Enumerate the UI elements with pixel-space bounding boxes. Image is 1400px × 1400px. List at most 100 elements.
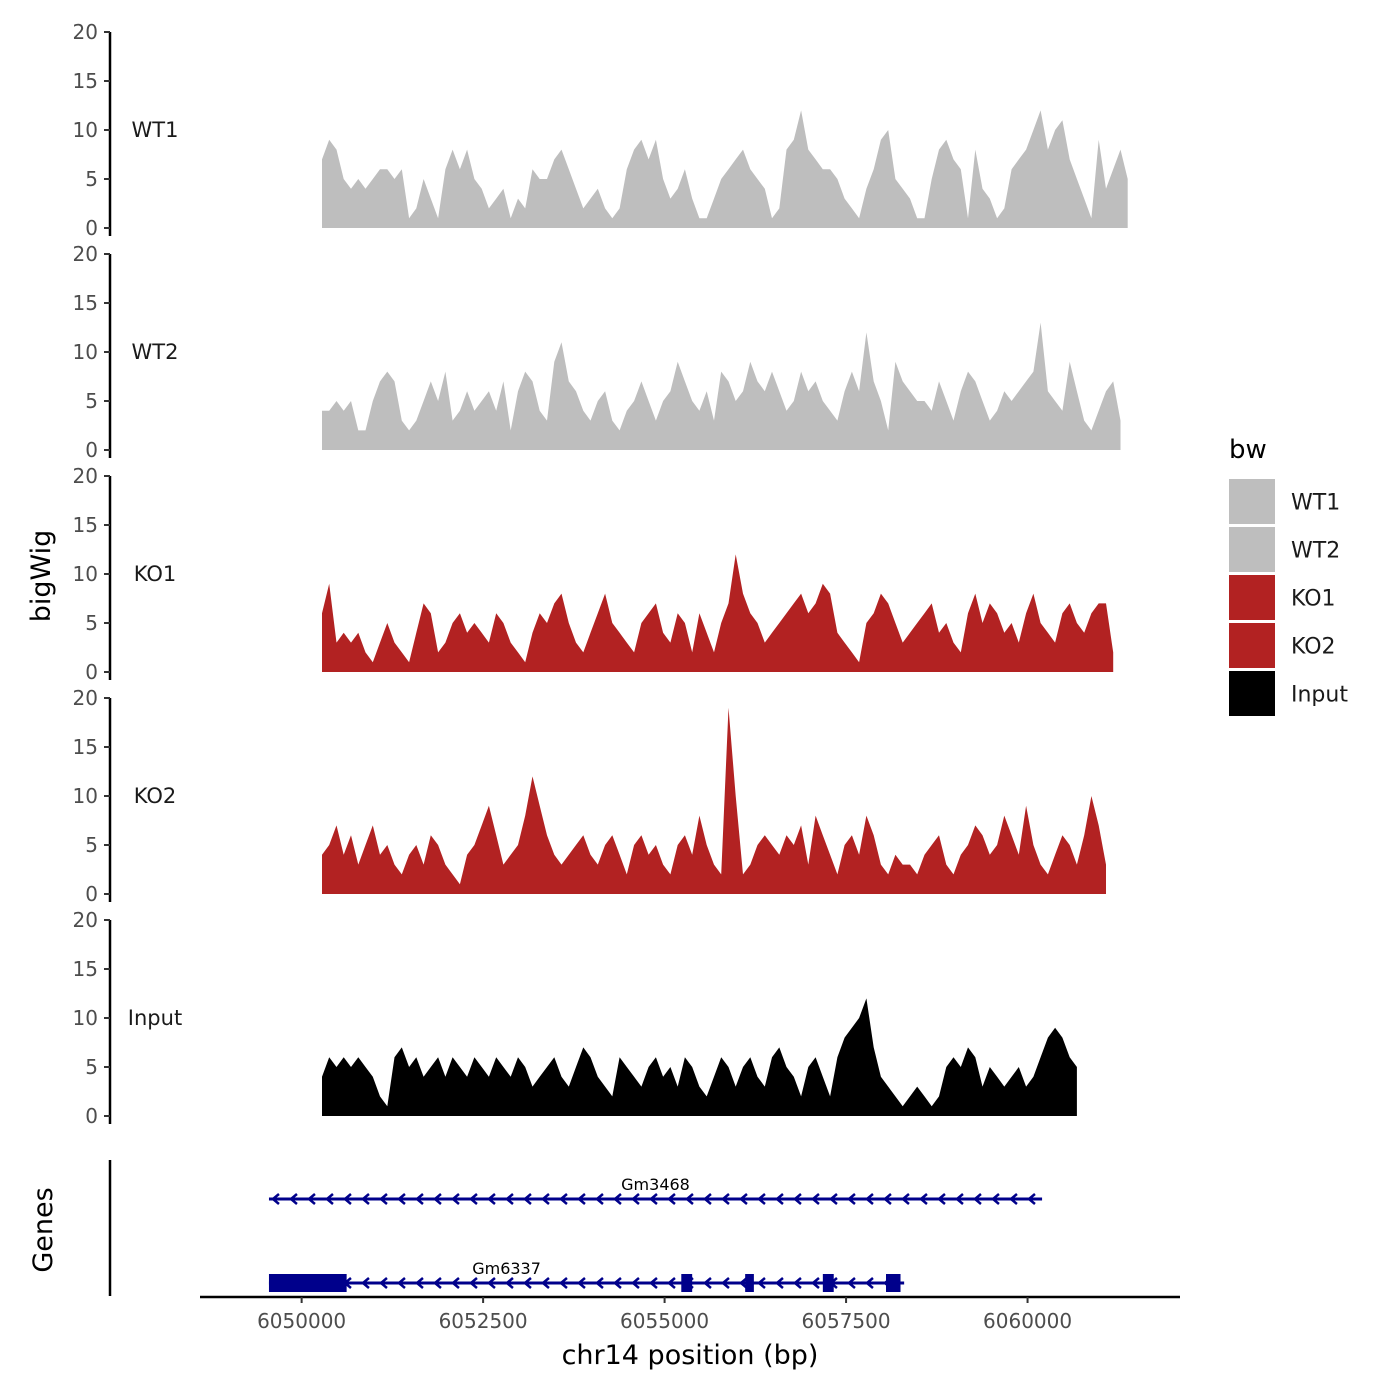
y-tick-label: 15	[73, 69, 98, 93]
legend-swatch	[1229, 575, 1275, 620]
strand-arrow	[1009, 1193, 1018, 1205]
track-input: 0 5 10 15 20 Input	[73, 908, 1077, 1128]
gene-annotation-panel: Gm3468 Gm6337	[108, 1160, 1043, 1296]
track-label: KO1	[134, 562, 177, 586]
track-label: KO2	[134, 784, 177, 808]
track-label: Input	[128, 1006, 182, 1030]
strand-arrow	[523, 1277, 532, 1289]
strand-arrow	[415, 1193, 424, 1205]
x-axis: 6050000 6052500 6055000 6057500 6060000	[200, 1295, 1180, 1333]
strand-arrow	[559, 1193, 568, 1205]
signal-tracks: 0 5 10 15 20 WT1 0 5 10 15 20 WT2 0 5 10 15 20 KO1 0 5 10 15 2…	[73, 20, 1128, 1128]
strand-arrow	[397, 1193, 406, 1205]
legend-item-ko2: KO2	[1229, 623, 1336, 668]
y-tick-label: 0	[85, 660, 98, 684]
strand-arrow	[325, 1193, 334, 1205]
strand-arrow	[469, 1277, 478, 1289]
strand-arrow	[937, 1193, 946, 1205]
strand-arrow	[505, 1277, 514, 1289]
legend: bw WT1 WT2 KO1 KO2 Input	[1229, 435, 1348, 716]
exon-block	[822, 1274, 834, 1292]
y-tick-label: 20	[73, 464, 98, 488]
strand-arrow	[559, 1277, 568, 1289]
genes-axis-title: Genes	[28, 1187, 59, 1272]
strand-arrow	[775, 1277, 784, 1289]
strand-arrow	[739, 1193, 748, 1205]
strand-arrow	[307, 1193, 316, 1205]
strand-arrow	[865, 1193, 874, 1205]
strand-arrow	[379, 1277, 388, 1289]
legend-label: KO2	[1291, 635, 1336, 660]
gene-label: Gm3468	[621, 1175, 690, 1194]
y-tick-label: 15	[73, 735, 98, 759]
strand-arrow	[289, 1193, 298, 1205]
legend-title: bw	[1229, 435, 1267, 465]
strand-arrow	[991, 1193, 1000, 1205]
y-tick-label: 20	[73, 242, 98, 266]
y-tick-label: 20	[73, 686, 98, 710]
exon-block	[268, 1274, 347, 1292]
signal-area-wt1	[322, 110, 1128, 228]
legend-item-wt2: WT2	[1229, 527, 1340, 572]
strand-arrow	[703, 1277, 712, 1289]
legend-swatch	[1229, 671, 1275, 716]
strand-arrow	[847, 1277, 856, 1289]
strand-arrow	[685, 1193, 694, 1205]
strand-arrow	[613, 1193, 622, 1205]
y-tick-label: 5	[85, 389, 98, 413]
strand-arrow	[595, 1277, 604, 1289]
track-wt2: 0 5 10 15 20 WT2	[73, 242, 1121, 462]
strand-arrow	[415, 1277, 424, 1289]
x-tick-label: 6050000	[257, 1309, 346, 1333]
exon-block	[681, 1274, 693, 1292]
strand-arrow	[973, 1193, 982, 1205]
strand-arrow	[919, 1193, 928, 1205]
strand-arrow	[757, 1193, 766, 1205]
strand-arrow	[271, 1193, 280, 1205]
y-tick-label: 5	[85, 167, 98, 191]
strand-arrow	[577, 1193, 586, 1205]
strand-arrow	[541, 1193, 550, 1205]
legend-item-ko1: KO1	[1229, 575, 1336, 620]
y-tick-label: 15	[73, 291, 98, 315]
gene-gm3468: Gm3468	[268, 1175, 1043, 1205]
x-tick-label: 6057500	[802, 1309, 891, 1333]
strand-arrow	[541, 1277, 550, 1289]
strand-arrow	[775, 1193, 784, 1205]
strand-arrow	[487, 1193, 496, 1205]
strand-arrow	[721, 1277, 730, 1289]
y-tick-label: 0	[85, 438, 98, 462]
strand-arrow	[667, 1193, 676, 1205]
strand-arrow	[829, 1193, 838, 1205]
exon-block	[886, 1274, 901, 1292]
legend-item-wt1: WT1	[1229, 479, 1340, 524]
y-tick-label: 10	[73, 118, 98, 142]
y-tick-label: 20	[73, 20, 98, 44]
strand-arrow	[487, 1277, 496, 1289]
x-tick-label: 6052500	[439, 1309, 528, 1333]
strand-arrow	[343, 1193, 352, 1205]
strand-arrow	[793, 1277, 802, 1289]
strand-arrow	[523, 1193, 532, 1205]
strand-arrow	[721, 1193, 730, 1205]
strand-arrow	[577, 1277, 586, 1289]
strand-arrow	[451, 1277, 460, 1289]
strand-arrow	[595, 1193, 604, 1205]
signal-area-input	[322, 998, 1077, 1116]
strand-arrow	[667, 1277, 676, 1289]
track-wt1: 0 5 10 15 20 WT1	[73, 20, 1128, 240]
legend-swatch	[1229, 479, 1275, 524]
legend-label: KO1	[1291, 587, 1336, 612]
strand-arrow	[883, 1193, 892, 1205]
y-tick-label: 10	[73, 340, 98, 364]
strand-arrow	[649, 1193, 658, 1205]
strand-arrow	[811, 1193, 820, 1205]
strand-arrow	[361, 1193, 370, 1205]
y-tick-label: 0	[85, 1104, 98, 1128]
y-tick-label: 5	[85, 611, 98, 635]
y-tick-label: 15	[73, 957, 98, 981]
strand-arrow	[811, 1277, 820, 1289]
y-tick-label: 10	[73, 562, 98, 586]
x-tick-label: 6055000	[620, 1309, 709, 1333]
y-tick-label: 5	[85, 833, 98, 857]
